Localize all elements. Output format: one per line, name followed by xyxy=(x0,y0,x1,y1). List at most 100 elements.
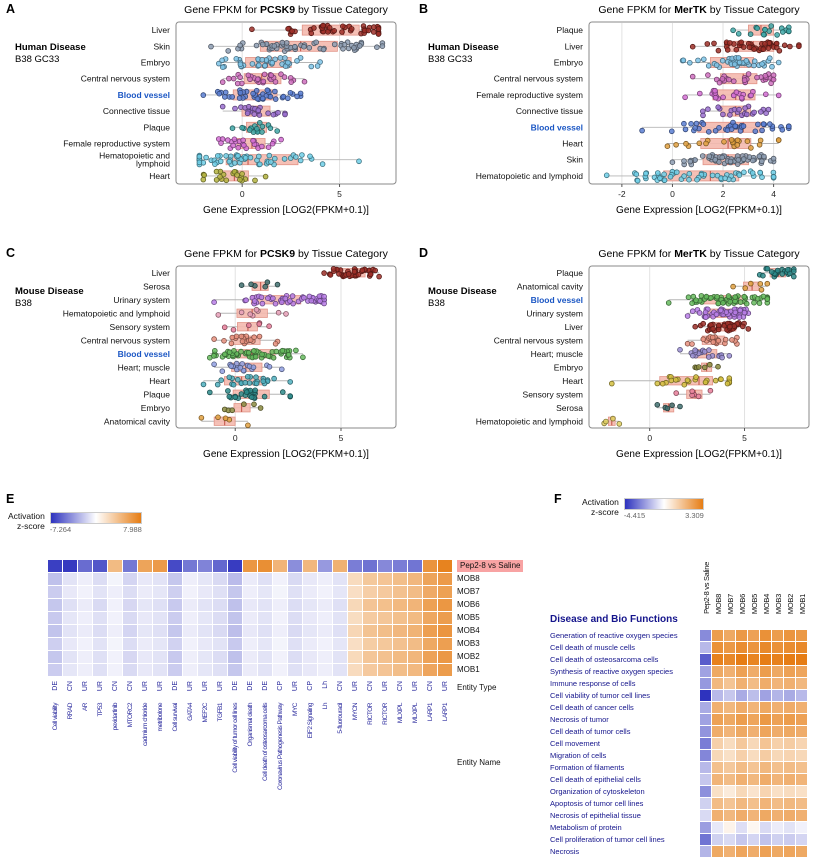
entity-type-label: UR xyxy=(142,681,149,692)
data-point xyxy=(278,71,284,77)
data-point xyxy=(689,43,696,50)
heatmap-cell xyxy=(258,599,272,611)
data-point xyxy=(211,361,217,368)
data-point xyxy=(316,293,323,300)
f-column-label: MOB1 xyxy=(797,593,807,614)
f-row-label: Cell movement xyxy=(550,739,601,748)
heatmap-cell xyxy=(243,651,257,663)
f-row-label: Apoptosis of tumor cell lines xyxy=(550,799,644,808)
data-point xyxy=(308,63,315,70)
panel-letter-c: C xyxy=(6,246,16,260)
heatmap-cell xyxy=(348,586,362,598)
data-point xyxy=(278,136,284,143)
data-point xyxy=(271,155,278,162)
colorbar-scale: -7.264 7.988 xyxy=(49,512,142,534)
heatmap-cell xyxy=(153,612,167,624)
data-point xyxy=(715,337,722,344)
data-point xyxy=(704,41,711,47)
strip-plot: Gene FPKM for MerTK by Tissue Category Pl… xyxy=(476,248,810,460)
data-point xyxy=(250,137,256,144)
activation-colorbar: Activation z-score -4.415 3.309 xyxy=(582,497,704,520)
f-column-label: MOB6 xyxy=(737,593,747,614)
data-point xyxy=(732,309,739,316)
data-point xyxy=(763,110,769,116)
data-point xyxy=(668,377,675,384)
data-point xyxy=(249,61,256,67)
heatmap-cell xyxy=(796,810,807,821)
heatmap-cell xyxy=(796,666,807,677)
heatmap-cell xyxy=(48,651,62,663)
data-point xyxy=(756,153,763,160)
heatmap-cell xyxy=(700,714,711,725)
heatmap-e: Activation z-score -7.264 7.988 Pep2-8 vs Sa… xyxy=(0,490,548,864)
data-point xyxy=(257,161,263,168)
data-point xyxy=(359,267,366,274)
heatmap-cell xyxy=(772,798,783,809)
data-point xyxy=(320,46,327,53)
heatmap-cell xyxy=(760,846,771,857)
study-label-c: Mouse Disease B38 xyxy=(15,286,84,310)
heatmap-cell xyxy=(258,573,272,585)
panel-a: A Human Disease B38 GC33 Gene FPKM for P… xyxy=(0,0,412,240)
heatmap-cell xyxy=(438,560,452,572)
heatmap-cell xyxy=(784,642,795,653)
data-point xyxy=(230,381,237,388)
data-point xyxy=(221,351,228,358)
heatmap-cell xyxy=(348,664,362,676)
category-label: Serosa xyxy=(143,281,170,291)
data-point xyxy=(274,281,281,288)
heatmap-cell xyxy=(784,822,795,833)
entity-name-label: Coronavirus Pathogenesis Pathway xyxy=(277,703,284,790)
data-point xyxy=(275,309,282,316)
category-label: Heart xyxy=(149,376,170,386)
panel-f: F Activation z-score -4.415 3.309 Pep2-8 vs … xyxy=(548,490,825,864)
heatmap-cell xyxy=(123,625,137,637)
heatmap-cell xyxy=(183,638,197,650)
heatmap-cell xyxy=(712,738,723,749)
data-point xyxy=(764,280,771,287)
data-point xyxy=(213,168,220,175)
data-point xyxy=(719,354,725,361)
heatmap-cell xyxy=(772,810,783,821)
data-point xyxy=(705,129,712,135)
heatmap-cell xyxy=(138,612,152,624)
heatmap-cell xyxy=(258,664,272,676)
heatmap-cell xyxy=(378,586,392,598)
data-point xyxy=(702,309,709,316)
entity-type-label: CN xyxy=(367,681,374,692)
heatmap-cell xyxy=(243,586,257,598)
heatmap-cell xyxy=(760,678,771,689)
heatmap-cell xyxy=(108,638,122,650)
data-point xyxy=(225,388,231,394)
heatmap-cell xyxy=(712,666,723,677)
data-point xyxy=(266,323,272,329)
heatmap-cell xyxy=(736,762,747,773)
heatmap-cell xyxy=(213,573,227,585)
data-point xyxy=(301,43,307,50)
data-point xyxy=(634,177,641,184)
data-point xyxy=(681,381,688,388)
heatmap-cell xyxy=(198,664,212,676)
heatmap-cell xyxy=(348,560,362,572)
heatmap-cell xyxy=(243,560,257,572)
data-point xyxy=(733,89,740,95)
data-point xyxy=(211,353,217,359)
data-point xyxy=(226,158,233,165)
data-point xyxy=(756,142,763,148)
heatmap-cell xyxy=(348,599,362,611)
heatmap-cell xyxy=(303,625,317,637)
f-column-label-wrap: MOB1 xyxy=(796,534,808,614)
data-point xyxy=(282,295,289,302)
data-point xyxy=(266,364,273,370)
heatmap-cell xyxy=(784,834,795,845)
heatmap-cell xyxy=(736,798,747,809)
data-point xyxy=(232,394,239,401)
heatmap-cell xyxy=(772,846,783,857)
heatmap-cell xyxy=(63,664,77,676)
data-point xyxy=(218,377,225,384)
heatmap-cell xyxy=(784,810,795,821)
heatmap-cell xyxy=(736,654,747,665)
f-column-label: MOB2 xyxy=(785,593,795,614)
heatmap-cell xyxy=(423,599,437,611)
data-point xyxy=(245,349,252,356)
